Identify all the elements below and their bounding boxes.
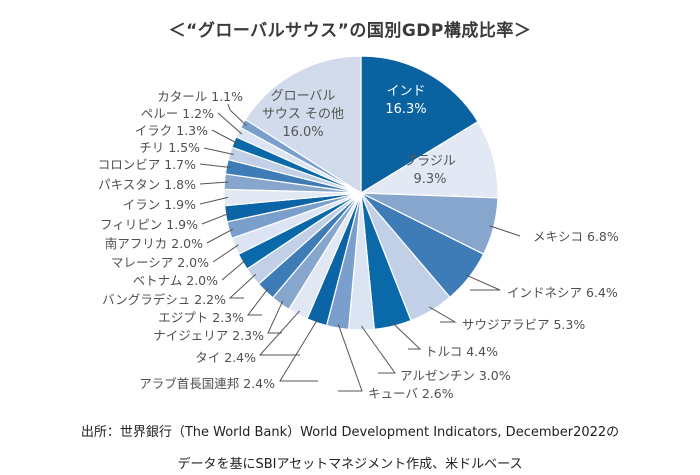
slice-label-others: サウス その他	[262, 107, 344, 122]
slice-label: ベトナム 2.0%	[133, 273, 218, 288]
leader-line	[199, 181, 229, 185]
slice-label-brazil: 9.3%	[413, 172, 446, 187]
slice-label: イラン 1.9%	[123, 197, 196, 212]
leader-line	[206, 228, 234, 244]
leader-line	[199, 163, 231, 168]
slice-label: キューバ 2.6%	[368, 386, 454, 401]
source-line-1: 出所：世界銀行（The World Bank）World Development…	[80, 425, 620, 440]
leader-line	[267, 300, 284, 334]
leader-line	[246, 287, 269, 316]
slice-label: ナイジェリア 2.3%	[153, 328, 264, 343]
slice-label-others: 16.0%	[282, 125, 323, 140]
slice-label: コロンビア 1.7%	[98, 157, 196, 172]
slice-label-india: 16.3%	[385, 102, 426, 117]
source-line-2: データを基にSBIアセットマネジメント作成、米ドルベース	[177, 457, 523, 472]
pie-slice	[244, 55, 362, 195]
leader-line	[212, 244, 239, 263]
leader-line	[361, 325, 396, 374]
slice-label: トルコ 4.4%	[425, 344, 498, 359]
slice-label: カタール 1.1%	[157, 89, 243, 104]
leader-line	[337, 323, 363, 392]
slice-label: サウジアラビア 5.3%	[462, 317, 585, 332]
leader-line	[211, 129, 238, 144]
slice-label: インドネシア 6.4%	[507, 285, 618, 300]
slice-label: イラク 1.3%	[135, 123, 208, 138]
leader-line	[391, 321, 422, 350]
leader-line	[227, 103, 247, 126]
leader-line	[199, 196, 229, 205]
leader-line	[217, 112, 243, 135]
leader-line	[429, 306, 457, 323]
leader-line	[489, 225, 521, 237]
pie-chart: メキシコ 6.8% インドネシア 6.4% サウジアラビア 5.3% トルコ 4.4%…	[98, 55, 619, 401]
leader-line	[465, 274, 501, 291]
chart-title: ＜“グローバルサウス”の国別GDP構成比率＞	[168, 21, 532, 41]
slice-label: バングラデシュ 2.2%	[102, 292, 226, 307]
slice-label: エジプト 2.3%	[158, 310, 244, 325]
leader-line	[221, 259, 247, 281]
pie-slice	[358, 120, 499, 199]
leader-line	[228, 273, 257, 299]
slice-label: チリ 1.5%	[139, 140, 200, 155]
leader-line	[203, 147, 234, 156]
slice-label: パキスタン 1.8%	[98, 177, 196, 192]
slice-label: ペルー 1.2%	[141, 106, 214, 121]
slice-label: 南アフリカ 2.0%	[105, 236, 203, 251]
slice-label: アラブ首長国連邦 2.4%	[139, 376, 275, 391]
slice-label: フィリピン 1.9%	[100, 217, 198, 232]
leader-line	[279, 318, 319, 382]
slice-label: マレーシア 2.0%	[111, 255, 209, 270]
leader-line	[201, 212, 230, 225]
pie-slice	[360, 55, 479, 195]
slice-label-others: グローバル	[271, 89, 336, 104]
slice-label: アルゼンチン 3.0%	[400, 368, 511, 383]
slice-label: メキシコ 6.8%	[533, 229, 619, 244]
slice-label: タイ 2.4%	[195, 350, 256, 365]
slice-label-brazil: ブラジル	[404, 153, 456, 169]
slice-label-india: インド	[386, 84, 425, 99]
leader-line	[258, 310, 300, 356]
